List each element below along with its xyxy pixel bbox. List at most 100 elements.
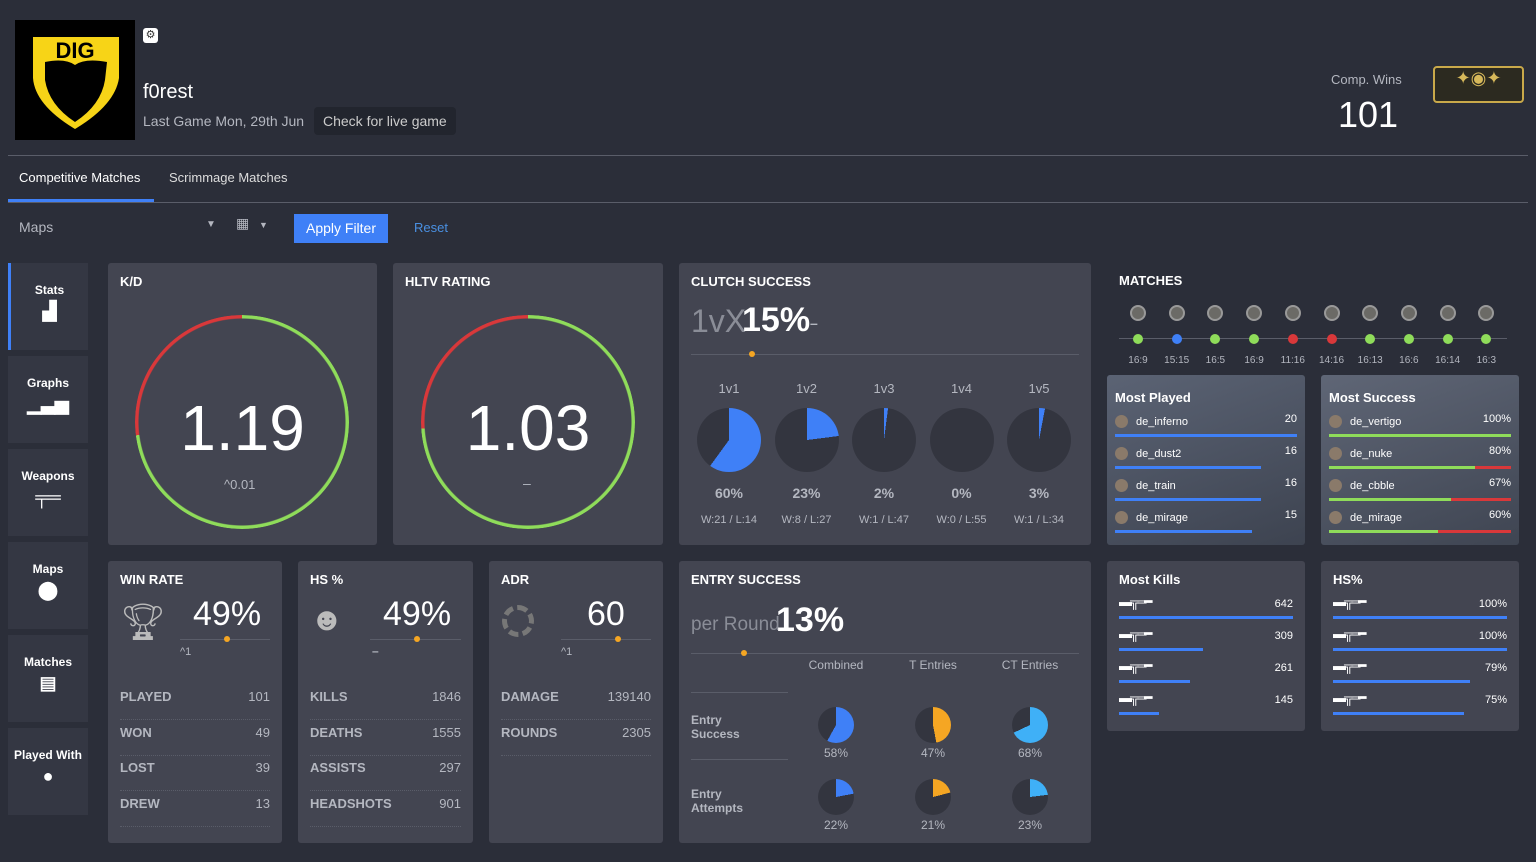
sidebar-item-played-with[interactable]: Played With ● bbox=[8, 728, 88, 815]
match-result-dot[interactable] bbox=[1326, 334, 1337, 344]
map-row[interactable]: de_mirage 60% bbox=[1329, 509, 1511, 535]
sidebar-item-matches[interactable]: Matches ▤ bbox=[8, 635, 88, 722]
maps-select[interactable]: Maps bbox=[19, 219, 54, 235]
stat-value: 1846 bbox=[432, 689, 461, 704]
svg-text:DIG: DIG bbox=[55, 38, 94, 63]
stat-label: KILLS bbox=[310, 689, 348, 704]
steam-icon[interactable]: ⚙ bbox=[143, 28, 158, 43]
tab-scrimmage-matches[interactable]: Scrimmage Matches bbox=[169, 170, 288, 185]
map-bar-loss bbox=[1438, 530, 1511, 533]
stat-value: 101 bbox=[248, 689, 270, 704]
sidebar-item-weapons[interactable]: Weapons ╤═ bbox=[8, 449, 88, 536]
clutch-label: 1v3 bbox=[873, 381, 895, 396]
stat-row: DEATHS 1555 bbox=[310, 720, 461, 756]
map-icon bbox=[1329, 511, 1342, 524]
card-title: Most Played bbox=[1115, 390, 1191, 405]
weapon-row[interactable]: ▬╦═━ 100% bbox=[1333, 626, 1507, 651]
clutch-marker bbox=[749, 351, 755, 357]
map-icon bbox=[1284, 305, 1301, 321]
sidebar-item-stats[interactable]: Stats ▟ bbox=[8, 263, 88, 350]
map-row[interactable]: de_train 16 bbox=[1115, 477, 1297, 503]
weapon-row[interactable]: ▬╦═━ 100% bbox=[1333, 594, 1507, 619]
entry-pct: 68% bbox=[1017, 746, 1043, 760]
match-result-dot[interactable] bbox=[1287, 334, 1298, 344]
hltv-ring bbox=[421, 315, 635, 529]
weapon-bar bbox=[1119, 712, 1160, 715]
weapon-value: 145 bbox=[1274, 694, 1293, 706]
match-result-dot[interactable] bbox=[1249, 334, 1260, 344]
m4-icon: ▬╦═━ bbox=[1333, 594, 1366, 609]
glock-icon: ▬╦═━ bbox=[1333, 690, 1366, 705]
map-row[interactable]: de_cbble 67% bbox=[1329, 477, 1511, 503]
sidebar-item-maps[interactable]: Maps ⬤ bbox=[8, 542, 88, 629]
match-result-dot[interactable] bbox=[1403, 334, 1414, 344]
entry-row-label: Entry Attempts bbox=[691, 787, 744, 815]
stat-value: 49 bbox=[255, 724, 270, 740]
sidebar-label: Maps bbox=[32, 562, 64, 576]
hs-delta: – bbox=[372, 644, 379, 658]
usp-icon: ▬╦═━ bbox=[1333, 658, 1366, 673]
signal-bars-icon: ▁▃▅ bbox=[27, 394, 69, 414]
match-result-dot[interactable] bbox=[1442, 334, 1453, 344]
clutch-pie bbox=[1007, 408, 1071, 472]
weapon-value: 100% bbox=[1478, 630, 1507, 642]
list-icon: ▤ bbox=[39, 673, 57, 693]
map-name: de_vertigo bbox=[1350, 416, 1402, 428]
map-value: 15 bbox=[1284, 509, 1297, 521]
weapon-row[interactable]: ▬╦═━ 75% bbox=[1333, 690, 1507, 715]
match-result-dot[interactable] bbox=[1133, 334, 1143, 344]
card-title: ENTRY SUCCESS bbox=[691, 572, 801, 587]
match-score: 16:14 bbox=[1435, 355, 1461, 366]
map-pin-icon: ⬤ bbox=[37, 580, 59, 600]
entry-pct: 22% bbox=[823, 818, 849, 832]
map-name: de_mirage bbox=[1136, 512, 1188, 524]
m4a1s-icon: ▬╦═━ bbox=[1119, 626, 1152, 641]
weapon-row[interactable]: ▬╦═━ 145 bbox=[1119, 690, 1293, 715]
apply-filter-button[interactable]: Apply Filter bbox=[294, 214, 388, 243]
map-row[interactable]: de_inferno 20 bbox=[1115, 413, 1297, 439]
tab-competitive-matches[interactable]: Competitive Matches bbox=[19, 170, 141, 185]
weapon-row[interactable]: ▬╦═━ 261 bbox=[1119, 658, 1293, 683]
adr-delta: ^1 bbox=[561, 646, 573, 658]
match-result-dot[interactable] bbox=[1210, 334, 1221, 344]
chevron-down-icon[interactable]: ▼ bbox=[259, 220, 268, 230]
map-row[interactable]: de_dust2 16 bbox=[1115, 445, 1297, 471]
match-result-dot[interactable] bbox=[1171, 334, 1182, 344]
win-rate-delta: ^1 bbox=[180, 646, 192, 658]
card-title: WIN RATE bbox=[120, 572, 184, 587]
map-bar bbox=[1115, 498, 1261, 501]
sidebar-item-graphs[interactable]: Graphs ▁▃▅ bbox=[8, 356, 88, 443]
weapon-row[interactable]: ▬╦═━ 79% bbox=[1333, 658, 1507, 683]
clutch-pct: 23% bbox=[792, 485, 821, 501]
weapon-row[interactable]: ▬╦═━ 642 bbox=[1119, 594, 1293, 619]
calendar-icon[interactable]: ▦ bbox=[236, 215, 250, 231]
map-row[interactable]: de_mirage 15 bbox=[1115, 509, 1297, 535]
clutch-wl: W:8 / L:27 bbox=[781, 514, 832, 526]
stat-label: HEADSHOTS bbox=[310, 795, 392, 811]
map-icon bbox=[1439, 305, 1456, 321]
check-live-game-button[interactable]: Check for live game bbox=[314, 107, 456, 135]
weapon-row[interactable]: ▬╦═━ 309 bbox=[1119, 626, 1293, 651]
map-name: de_mirage bbox=[1350, 512, 1402, 524]
stat-row: LOST 39 bbox=[120, 755, 270, 791]
clutch-wl: W:1 / L:34 bbox=[1014, 514, 1064, 526]
match-result-dot[interactable] bbox=[1365, 334, 1376, 344]
map-bar bbox=[1329, 498, 1451, 501]
active-tab-indicator bbox=[8, 199, 154, 202]
marker bbox=[615, 636, 621, 642]
match-result-dot[interactable] bbox=[1481, 334, 1492, 344]
stat-label: ROUNDS bbox=[501, 724, 558, 740]
weapon-value: 642 bbox=[1274, 598, 1293, 610]
clutch-trend: – bbox=[810, 315, 818, 331]
reset-link[interactable]: Reset bbox=[414, 220, 448, 235]
map-row[interactable]: de_nuke 80% bbox=[1329, 445, 1511, 471]
chevron-down-icon[interactable]: ▼ bbox=[206, 219, 216, 230]
match-score: 16:6 bbox=[1399, 355, 1419, 366]
sidebar-label: Played With bbox=[14, 748, 82, 762]
map-bar bbox=[1329, 530, 1439, 533]
clutch-value: 15% bbox=[742, 301, 811, 339]
match-score: 16:9 bbox=[1128, 355, 1148, 366]
clutch-prefix: 1vX bbox=[691, 303, 747, 339]
stat-value: 1555 bbox=[432, 724, 461, 740]
map-row[interactable]: de_vertigo 100% bbox=[1329, 413, 1511, 439]
